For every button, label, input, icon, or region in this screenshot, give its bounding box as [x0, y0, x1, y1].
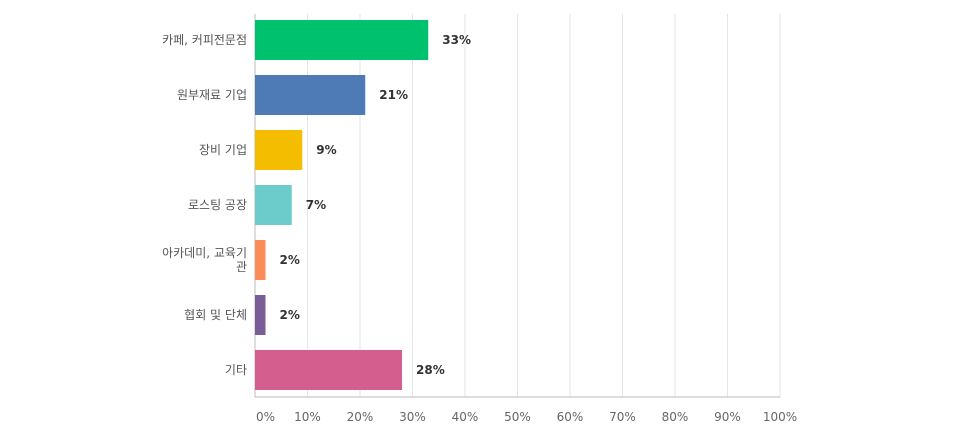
value-label-1: 21% [379, 88, 408, 102]
tick-layer: 0% 10% 20% 30% 40% 50% 60% 70% 80% 90% 100% [256, 410, 797, 424]
grid-layer [254, 14, 781, 398]
value-label-6: 28% [416, 363, 445, 377]
value-label-2: 9% [316, 143, 336, 157]
x-tick-label-100: 100% [763, 410, 797, 424]
x-tick-label-20: 20% [347, 410, 374, 424]
bar-4 [255, 240, 266, 280]
bar-0 [255, 20, 429, 60]
value-label-4: 2% [280, 253, 300, 267]
value-label-3: 7% [306, 198, 326, 212]
category-label-0: 카페, 커피전문점 [162, 33, 247, 47]
x-tick-label-70: 70% [609, 410, 636, 424]
bar-6 [255, 350, 402, 390]
x-tick-label-90: 90% [714, 410, 741, 424]
x-tick-label-30: 30% [399, 410, 426, 424]
category-label-6: 기타 [225, 363, 247, 377]
bar-layer [255, 20, 429, 390]
value-label-0: 33% [442, 33, 471, 47]
category-label-4: 아카데미, 교육기 관 [162, 246, 247, 274]
value-label-5: 2% [280, 308, 300, 322]
bar-1 [255, 75, 366, 115]
x-tick-label-50: 50% [504, 410, 531, 424]
category-label-1: 원부재료 기업 [177, 88, 247, 102]
bar-5 [255, 295, 266, 335]
bar-3 [255, 185, 292, 225]
x-tick-label-40: 40% [452, 410, 479, 424]
category-label-3: 로스팅 공장 [188, 198, 247, 212]
x-tick-label-10: 10% [294, 410, 321, 424]
x-tick-label-80: 80% [662, 410, 689, 424]
label-layer: 카페, 커피전문점 33% 원부재료 기업 21% 장비 기업 9% 로스팅 공장 7% 아카데… [162, 33, 471, 377]
bar-2 [255, 130, 303, 170]
x-tick-label-0: 0% [256, 410, 275, 424]
x-tick-label-60: 60% [557, 410, 584, 424]
category-label-2: 장비 기업 [199, 143, 247, 157]
category-label-5: 협회 및 단체 [184, 308, 247, 322]
